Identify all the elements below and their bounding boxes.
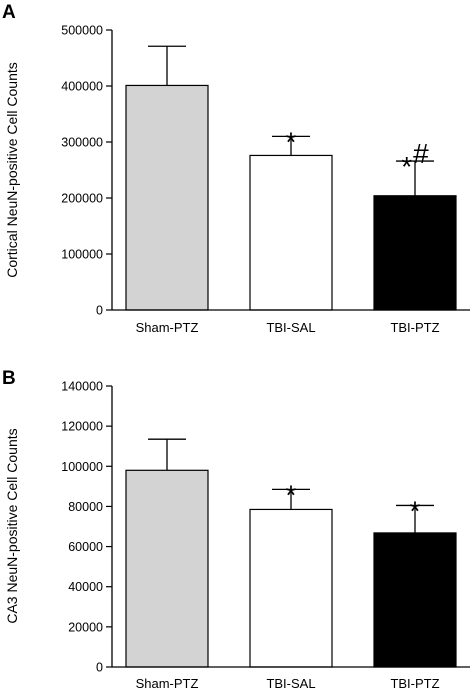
panel-a-category-label: TBI-PTZ <box>390 320 439 335</box>
panel-a-category-label: Sham-PTZ <box>136 320 199 335</box>
panel-b-category-label: Sham-PTZ <box>136 676 199 691</box>
panel-a-significance-marker: * <box>286 126 297 157</box>
panel-b-y-tick-label: 120000 <box>61 420 103 434</box>
panel-a-category-label: TBI-SAL <box>266 320 315 335</box>
panel-a-label: A <box>2 2 16 23</box>
panel-b-y-tick-label: 20000 <box>68 620 103 634</box>
panel-b-bar-sham-ptz <box>125 469 209 668</box>
panel-b-y-tick-label: 0 <box>96 661 103 675</box>
panel-a-bar-tbi-ptz <box>373 195 457 311</box>
panel-a-y-tick-label: 200000 <box>61 192 103 206</box>
panel-b-significance-marker: * <box>286 479 297 510</box>
panel-a-y-tick-label: 300000 <box>61 136 103 150</box>
panel-a-y-tick-label: 0 <box>96 304 103 318</box>
panel-b-bar-tbi-sal <box>249 508 333 668</box>
panel-b-label: B <box>2 368 16 389</box>
panel-b-significance-marker: * <box>410 495 421 526</box>
panel-a: A Cortical NeuN-positive Cell Counts Sha… <box>2 2 470 335</box>
panel-b: B CA3 NeuN-positive Cell Counts Sham-PTZ… <box>2 368 470 691</box>
panel-b-y-tick-label: 100000 <box>61 460 103 474</box>
panel-b-category-label: TBI-SAL <box>266 676 315 691</box>
panel-a-y-tick-label: 400000 <box>61 80 103 94</box>
panel-a-y-axis-title: Cortical NeuN-positive Cell Counts <box>4 62 20 278</box>
panel-b-y-tick-label: 60000 <box>68 540 103 554</box>
panel-a-bar-tbi-sal <box>249 154 333 311</box>
panel-b-bar-tbi-ptz <box>373 532 457 668</box>
panel-b-y-tick-label: 80000 <box>68 500 103 514</box>
panel-b-y-tick-label: 40000 <box>68 580 103 594</box>
panel-a-bar-sham-ptz <box>125 84 209 311</box>
panel-b-y-tick-label: 140000 <box>61 380 103 394</box>
panel-b-category-label: TBI-PTZ <box>390 676 439 691</box>
panel-a-significance-marker: *# <box>401 138 429 182</box>
panel-b-y-axis-title: CA3 NeuN-positive Cell Counts <box>4 428 20 623</box>
panel-a-y-tick-label: 100000 <box>61 248 103 262</box>
panel-a-y-tick-label: 500000 <box>61 24 103 38</box>
